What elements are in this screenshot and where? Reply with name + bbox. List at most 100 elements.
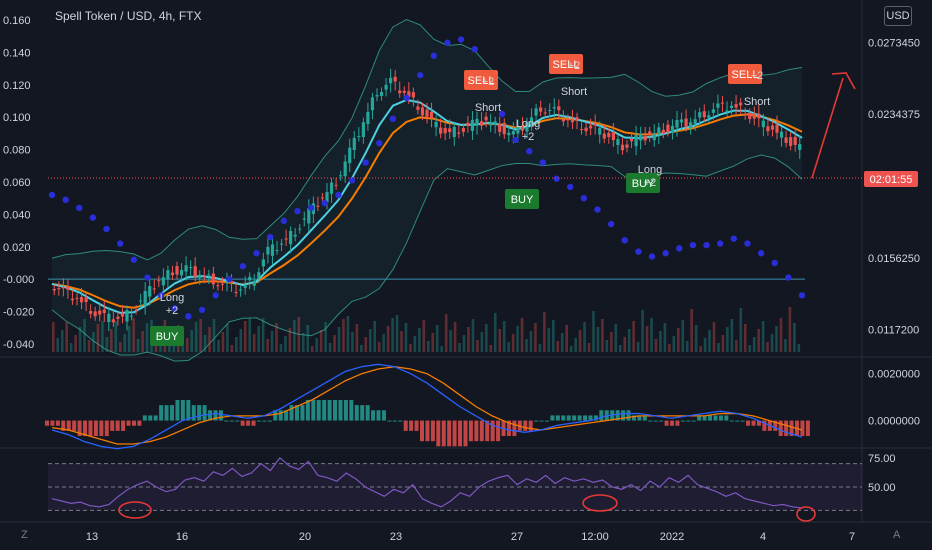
- volume-bar: [351, 332, 354, 352]
- macd-histogram-bar: [675, 420, 680, 426]
- macd-histogram-bar: [588, 415, 593, 421]
- currency-button[interactable]: USD: [884, 6, 912, 26]
- parabolic-sar-dot: [580, 194, 588, 202]
- candle-body: [120, 313, 125, 317]
- candle-body: [457, 132, 461, 134]
- signal-badge-sell: [464, 70, 498, 90]
- candle-body: [429, 111, 434, 119]
- volume-bar: [279, 344, 283, 352]
- volume-bar: [235, 337, 238, 352]
- candle-body: [425, 109, 429, 117]
- right-axis-tick-label: 0.0117200: [868, 325, 919, 337]
- candle-body: [752, 113, 756, 119]
- parabolic-sar-dot: [376, 139, 383, 147]
- volume-bar: [87, 340, 91, 352]
- candle-body: [443, 127, 447, 134]
- macd-histogram-bar: [284, 410, 289, 421]
- left-axis-tick-label: 0.060: [3, 177, 31, 189]
- current-price-tag: [864, 171, 918, 187]
- auto-scale-toggle[interactable]: A: [893, 529, 901, 541]
- signal-note: Long: [160, 292, 184, 304]
- candle-body: [84, 297, 88, 303]
- volume-bar: [583, 322, 586, 352]
- candle-body: [220, 283, 225, 285]
- log-scale-toggle[interactable]: Z: [21, 529, 28, 541]
- volume-bar: [556, 341, 560, 352]
- macd-histogram-bar: [61, 420, 66, 431]
- parabolic-sar-dot: [607, 220, 615, 228]
- macd-histogram-bar: [218, 410, 223, 421]
- macd-histogram-bar: [485, 420, 490, 442]
- macd-histogram-bar: [142, 415, 147, 421]
- parabolic-sar-dot: [389, 115, 397, 123]
- candle-body: [707, 115, 711, 119]
- candle-body: [275, 250, 279, 252]
- volume-bar: [243, 321, 247, 352]
- macd-histogram-bar: [349, 399, 354, 421]
- macd-histogram-bar: [235, 420, 240, 422]
- candle-body: [379, 92, 384, 96]
- candle-body: [639, 133, 643, 141]
- volume-bar: [520, 318, 524, 352]
- parabolic-sar-dot: [212, 292, 219, 299]
- parabolic-sar-dot: [798, 292, 806, 299]
- current-price-label: 02:01:55: [870, 174, 913, 186]
- candle-body: [179, 269, 184, 276]
- candle-body: [670, 125, 675, 133]
- volume-bar: [538, 344, 542, 352]
- macd-histogram-bar: [262, 420, 267, 422]
- signal-badge-buy: [505, 189, 539, 209]
- parabolic-sar-dot: [594, 206, 601, 213]
- macd-signal-line: [51, 366, 803, 445]
- volume-bar: [668, 344, 671, 352]
- macd-histogram-bar: [371, 410, 376, 421]
- volume-bar: [199, 319, 202, 352]
- volume-bar: [226, 324, 229, 352]
- volume-bar: [328, 343, 332, 352]
- volume-bar: [476, 340, 479, 352]
- candle-body: [229, 280, 234, 284]
- candle-body: [216, 285, 220, 287]
- candle-body: [279, 243, 284, 245]
- volume-bar: [315, 338, 318, 352]
- volume-bar: [444, 314, 448, 352]
- macd-histogram-bar: [267, 420, 272, 422]
- candle-body: [734, 104, 738, 108]
- parabolic-sar-dot: [348, 177, 356, 184]
- volume-bar: [681, 320, 685, 352]
- volume-bar: [587, 343, 591, 352]
- volume-bar: [623, 337, 627, 352]
- parabolic-sar-dot: [430, 52, 438, 59]
- candle-body: [207, 274, 211, 276]
- candle-body: [389, 77, 393, 84]
- annotation-arrow: [811, 77, 844, 179]
- candle-body: [539, 107, 543, 112]
- candle-body: [793, 136, 797, 145]
- candle-body: [607, 132, 611, 137]
- volume-bar: [310, 346, 314, 352]
- candle-body: [748, 112, 752, 119]
- parabolic-sar-dot: [662, 250, 669, 257]
- volume-bar: [248, 318, 252, 352]
- candle-body: [284, 238, 288, 240]
- candle-body: [148, 286, 152, 297]
- parabolic-sar-dot: [785, 274, 792, 281]
- parabolic-sar-dot: [185, 313, 192, 320]
- candle-body: [307, 208, 311, 224]
- candle-body: [129, 315, 134, 317]
- macd-histogram-bar: [490, 420, 495, 442]
- volume-bar: [743, 324, 747, 352]
- candle-body: [789, 137, 793, 146]
- candle-body: [520, 125, 525, 131]
- volume-bar: [793, 323, 796, 352]
- macd-histogram-bar: [409, 420, 414, 431]
- volume-bar: [694, 325, 698, 352]
- signal-note: +2: [482, 76, 495, 88]
- volume-bar: [721, 335, 725, 352]
- candle-body: [657, 127, 661, 135]
- candle-body: [493, 121, 497, 125]
- volume-bar: [748, 345, 752, 352]
- macd-histogram-bar: [110, 420, 115, 431]
- volume-bar: [127, 326, 131, 352]
- volume-bar: [672, 336, 676, 352]
